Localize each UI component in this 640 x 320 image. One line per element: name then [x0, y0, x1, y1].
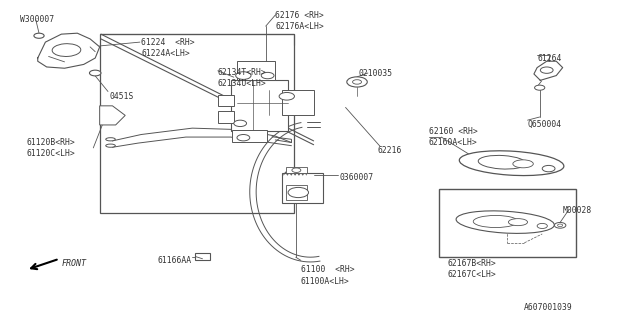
- Circle shape: [90, 70, 101, 76]
- Bar: [237, 61, 275, 80]
- Text: FRONT: FRONT: [61, 259, 86, 268]
- Text: 0451S: 0451S: [109, 92, 134, 101]
- Bar: [282, 90, 314, 116]
- Text: 62176A<LH>: 62176A<LH>: [275, 22, 324, 31]
- Text: 61264: 61264: [537, 53, 561, 62]
- Circle shape: [534, 85, 545, 90]
- Text: 61120B<RH>: 61120B<RH>: [26, 138, 75, 147]
- Bar: [232, 130, 267, 142]
- Circle shape: [237, 134, 250, 141]
- Bar: [286, 185, 307, 200]
- Bar: [100, 34, 294, 212]
- Text: 0210035: 0210035: [358, 69, 392, 78]
- Bar: [218, 95, 234, 106]
- Text: M00028: M00028: [563, 206, 592, 215]
- Ellipse shape: [473, 215, 518, 228]
- Bar: [195, 253, 209, 260]
- Text: 61100  <RH>: 61100 <RH>: [301, 265, 355, 275]
- Text: 61100A<LH>: 61100A<LH>: [301, 276, 349, 285]
- Circle shape: [236, 72, 251, 79]
- Circle shape: [537, 223, 547, 228]
- Circle shape: [542, 165, 555, 172]
- Circle shape: [557, 224, 563, 227]
- Text: 62216: 62216: [378, 146, 402, 155]
- Text: Q650004: Q650004: [527, 120, 562, 130]
- Ellipse shape: [456, 211, 554, 233]
- Circle shape: [292, 168, 301, 172]
- Circle shape: [554, 222, 566, 228]
- Circle shape: [234, 120, 246, 126]
- Text: 61224A<LH>: 61224A<LH>: [141, 49, 190, 58]
- Circle shape: [353, 80, 362, 84]
- Text: 61166AA: 61166AA: [157, 256, 191, 265]
- Bar: [282, 173, 323, 203]
- Text: 62134T<RH>: 62134T<RH>: [218, 68, 267, 77]
- Polygon shape: [534, 61, 563, 80]
- Bar: [439, 189, 576, 257]
- Bar: [218, 111, 234, 123]
- Text: 62134U<LH>: 62134U<LH>: [218, 79, 267, 88]
- Circle shape: [261, 72, 274, 79]
- Circle shape: [279, 92, 294, 100]
- Polygon shape: [100, 106, 125, 125]
- Text: A607001039: A607001039: [524, 303, 573, 312]
- Ellipse shape: [478, 156, 526, 169]
- Circle shape: [540, 67, 553, 73]
- Text: 62160A<LH>: 62160A<LH>: [429, 138, 477, 147]
- Text: 62160 <RH>: 62160 <RH>: [429, 127, 477, 136]
- Ellipse shape: [460, 151, 564, 176]
- Ellipse shape: [508, 219, 527, 226]
- Text: 61224  <RH>: 61224 <RH>: [141, 38, 195, 47]
- Circle shape: [288, 188, 308, 197]
- Circle shape: [34, 33, 44, 38]
- Text: 0360007: 0360007: [339, 173, 373, 182]
- Text: 62167C<LH>: 62167C<LH>: [448, 270, 497, 279]
- Ellipse shape: [106, 138, 115, 141]
- Ellipse shape: [52, 44, 81, 56]
- Text: 61120C<LH>: 61120C<LH>: [26, 149, 75, 158]
- Text: W300007: W300007: [20, 15, 54, 24]
- Ellipse shape: [513, 160, 533, 168]
- Bar: [286, 167, 307, 173]
- Text: 62167B<RH>: 62167B<RH>: [448, 259, 497, 268]
- Ellipse shape: [106, 144, 115, 147]
- Bar: [230, 80, 288, 131]
- Text: 62176 <RH>: 62176 <RH>: [275, 11, 324, 20]
- Circle shape: [347, 77, 367, 87]
